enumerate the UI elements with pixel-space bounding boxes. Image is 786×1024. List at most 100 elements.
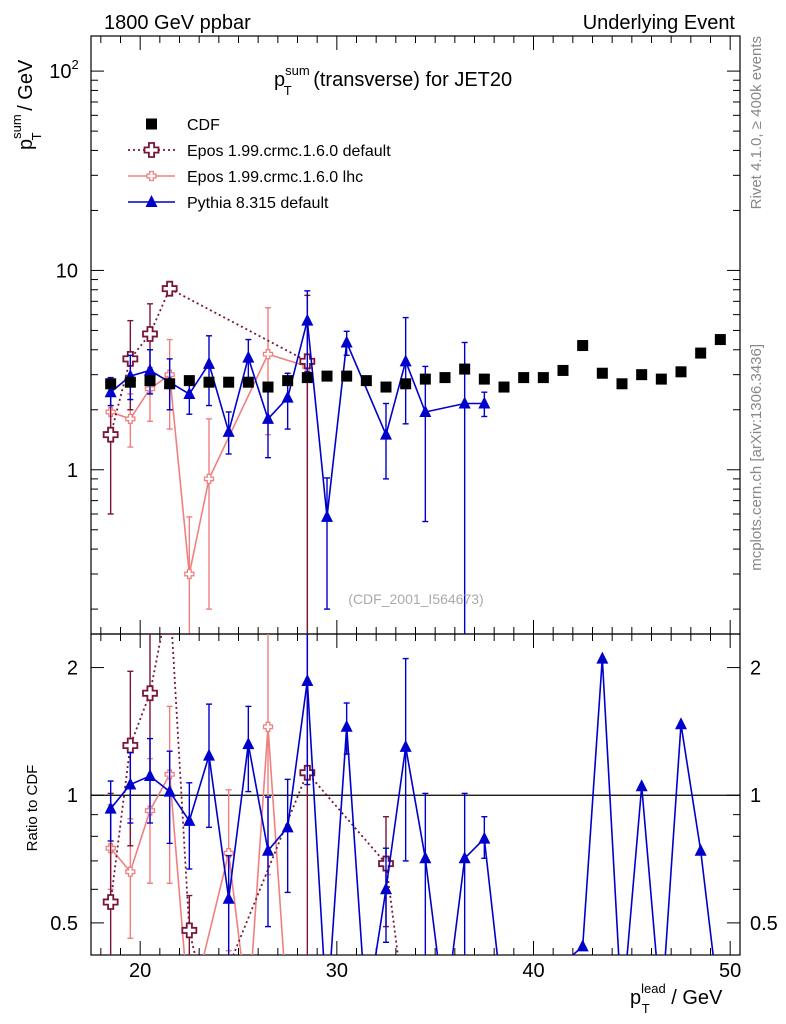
main-y-tick-label: 1 bbox=[67, 460, 78, 482]
main-marker-cdf bbox=[223, 376, 235, 388]
ratio-line-epos-1-99-crmc-1-6-0-lhc bbox=[110, 726, 285, 955]
main-marker-epos-1-99-crmc-1-6-0-lhc bbox=[262, 349, 274, 360]
legend-marker bbox=[143, 142, 160, 158]
main-marker-pythia-8-315-default bbox=[380, 427, 392, 440]
ratio-marker-epos-1-99-crmc-1-6-0-lhc bbox=[262, 721, 274, 732]
main-marker-cdf bbox=[498, 381, 510, 393]
ratio-y-tick-label-right: 0.5 bbox=[750, 913, 778, 935]
main-marker-epos-1-99-crmc-1-6-0-default bbox=[161, 280, 178, 297]
main-marker-cdf bbox=[183, 375, 195, 387]
header-right: Underlying Event bbox=[583, 12, 736, 34]
ratio-marker-pythia-8-315-default bbox=[419, 851, 432, 864]
main-marker-cdf bbox=[301, 372, 313, 384]
main-marker-cdf bbox=[164, 378, 176, 390]
main-marker-epos-1-99-crmc-1-6-0-default bbox=[102, 426, 119, 443]
main-marker-cdf bbox=[439, 372, 451, 384]
ratio-marker-epos-1-99-crmc-1-6-0-lhc bbox=[223, 848, 234, 859]
main-marker-cdf bbox=[636, 369, 648, 381]
main-y-tick-label-exponent: 2 bbox=[72, 57, 79, 72]
main-line-pythia-8-315-default bbox=[110, 320, 485, 517]
header-left: 1800 GeV ppbar bbox=[104, 12, 251, 34]
legend-marker bbox=[146, 170, 157, 182]
main-marker-pythia-8-315-default bbox=[301, 313, 314, 326]
main-marker-cdf bbox=[518, 372, 530, 384]
plot-title: psum T (transverse) for JET20 bbox=[274, 63, 512, 98]
main-marker-cdf bbox=[341, 370, 353, 382]
legend-label: CDF bbox=[187, 117, 220, 134]
main-line-epos-1-99-crmc-1-6-0-lhc bbox=[110, 353, 308, 575]
main-marker-cdf bbox=[655, 373, 667, 385]
ratio-marker-epos-1-99-crmc-1-6-0-default bbox=[102, 894, 119, 910]
ratio-marker-epos-1-99-crmc-1-6-0-default bbox=[142, 685, 158, 702]
x-tick-label: 50 bbox=[719, 960, 741, 982]
main-y-axis-label: psum T / GeV bbox=[9, 59, 44, 150]
legend-marker bbox=[145, 195, 158, 207]
main-marker-pythia-8-315-default bbox=[144, 363, 156, 376]
main-marker-cdf bbox=[577, 340, 589, 352]
ratio-marker-pythia-8-315-default bbox=[576, 939, 589, 952]
ratio-series bbox=[102, 633, 399, 955]
ratio-line-pythia-8-315-default bbox=[110, 658, 714, 955]
main-series-layer bbox=[102, 280, 726, 634]
ratio-marker-pythia-8-315-default bbox=[596, 651, 609, 664]
legend-marker bbox=[146, 118, 157, 130]
x-tick-label: 20 bbox=[129, 960, 151, 982]
ratio-y-tick-label-right: 2 bbox=[750, 658, 761, 680]
ratio-y-tick-label: 2 bbox=[67, 658, 78, 680]
main-marker-cdf bbox=[282, 375, 294, 387]
main-marker-cdf bbox=[105, 378, 117, 390]
main-series bbox=[104, 290, 491, 634]
ratio-line-epos-1-99-crmc-1-6-0-default bbox=[109, 634, 399, 955]
ratio-y-tick-label: 0.5 bbox=[50, 913, 78, 935]
ratio-marker-epos-1-99-crmc-1-6-0-default bbox=[122, 737, 139, 754]
legend-label: Pythia 8.315 default bbox=[187, 195, 329, 212]
main-marker-pythia-8-315-default bbox=[478, 396, 491, 409]
main-marker-cdf bbox=[478, 373, 490, 385]
main-marker-cdf bbox=[675, 366, 687, 378]
main-marker-pythia-8-315-default bbox=[321, 509, 333, 522]
main-marker-pythia-8-315-default bbox=[203, 356, 215, 369]
main-series bbox=[105, 334, 726, 393]
ratio-marker-epos-1-99-crmc-1-6-0-lhc bbox=[125, 866, 136, 877]
main-y-tick-label-base: 10 bbox=[49, 61, 71, 83]
ratio-panel: 20 30 40 50 0.5 0.5 1 1 2 2 Ratio to CDF plead T /… bbox=[24, 633, 778, 1016]
main-marker-cdf bbox=[144, 375, 156, 387]
ratio-marker-pythia-8-315-default bbox=[262, 843, 274, 856]
ratio-marker-pythia-8-315-default bbox=[281, 820, 294, 833]
main-marker-epos-1-99-crmc-1-6-0-lhc bbox=[184, 568, 195, 580]
main-marker-cdf bbox=[242, 376, 254, 388]
ratio-y-tick-label-right: 1 bbox=[750, 785, 761, 807]
main-marker-cdf bbox=[203, 376, 215, 388]
side-label-bottom: mcplots.cern.ch [arXiv:1306.3436] bbox=[748, 344, 765, 571]
main-marker-cdf bbox=[616, 378, 628, 390]
main-marker-epos-1-99-crmc-1-6-0-lhc bbox=[125, 413, 136, 425]
x-tick-label: 30 bbox=[326, 960, 348, 982]
legend: CDF Epos 1.99.crmc.1.6.0 default Epos 1.99… bbox=[128, 117, 391, 212]
main-marker-pythia-8-315-default bbox=[399, 354, 412, 367]
main-y-tick-label: 102 bbox=[49, 57, 78, 83]
ratio-marker-pythia-8-315-default bbox=[222, 891, 235, 904]
main-marker-cdf bbox=[419, 373, 431, 385]
main-marker-cdf bbox=[380, 381, 392, 393]
main-marker-cdf bbox=[262, 381, 274, 393]
ratio-marker-pythia-8-315-default bbox=[694, 843, 707, 856]
main-marker-cdf bbox=[714, 334, 726, 346]
ratio-marker-pythia-8-315-default bbox=[458, 851, 471, 864]
main-marker-pythia-8-315-default bbox=[183, 386, 196, 399]
ratio-axes: 20 30 40 50 0.5 0.5 1 1 2 2 bbox=[50, 634, 778, 982]
ratio-marker-pythia-8-315-default bbox=[163, 784, 176, 797]
ratio-marker-pythia-8-315-default bbox=[124, 777, 137, 790]
ratio-series-layer bbox=[102, 633, 714, 955]
ratio-marker-pythia-8-315-default bbox=[340, 719, 353, 732]
ratio-marker-epos-1-99-crmc-1-6-0-default bbox=[181, 922, 198, 939]
legend-label: Epos 1.99.crmc.1.6.0 default bbox=[187, 143, 391, 160]
ratio-marker-pythia-8-315-default bbox=[242, 737, 255, 750]
ratio-marker-pythia-8-315-default bbox=[478, 831, 491, 844]
main-y-tick-label: 10 bbox=[56, 260, 78, 282]
ratio-series bbox=[105, 634, 285, 955]
ratio-marker-pythia-8-315-default bbox=[380, 882, 392, 895]
ratio-marker-pythia-8-315-default bbox=[203, 748, 215, 761]
